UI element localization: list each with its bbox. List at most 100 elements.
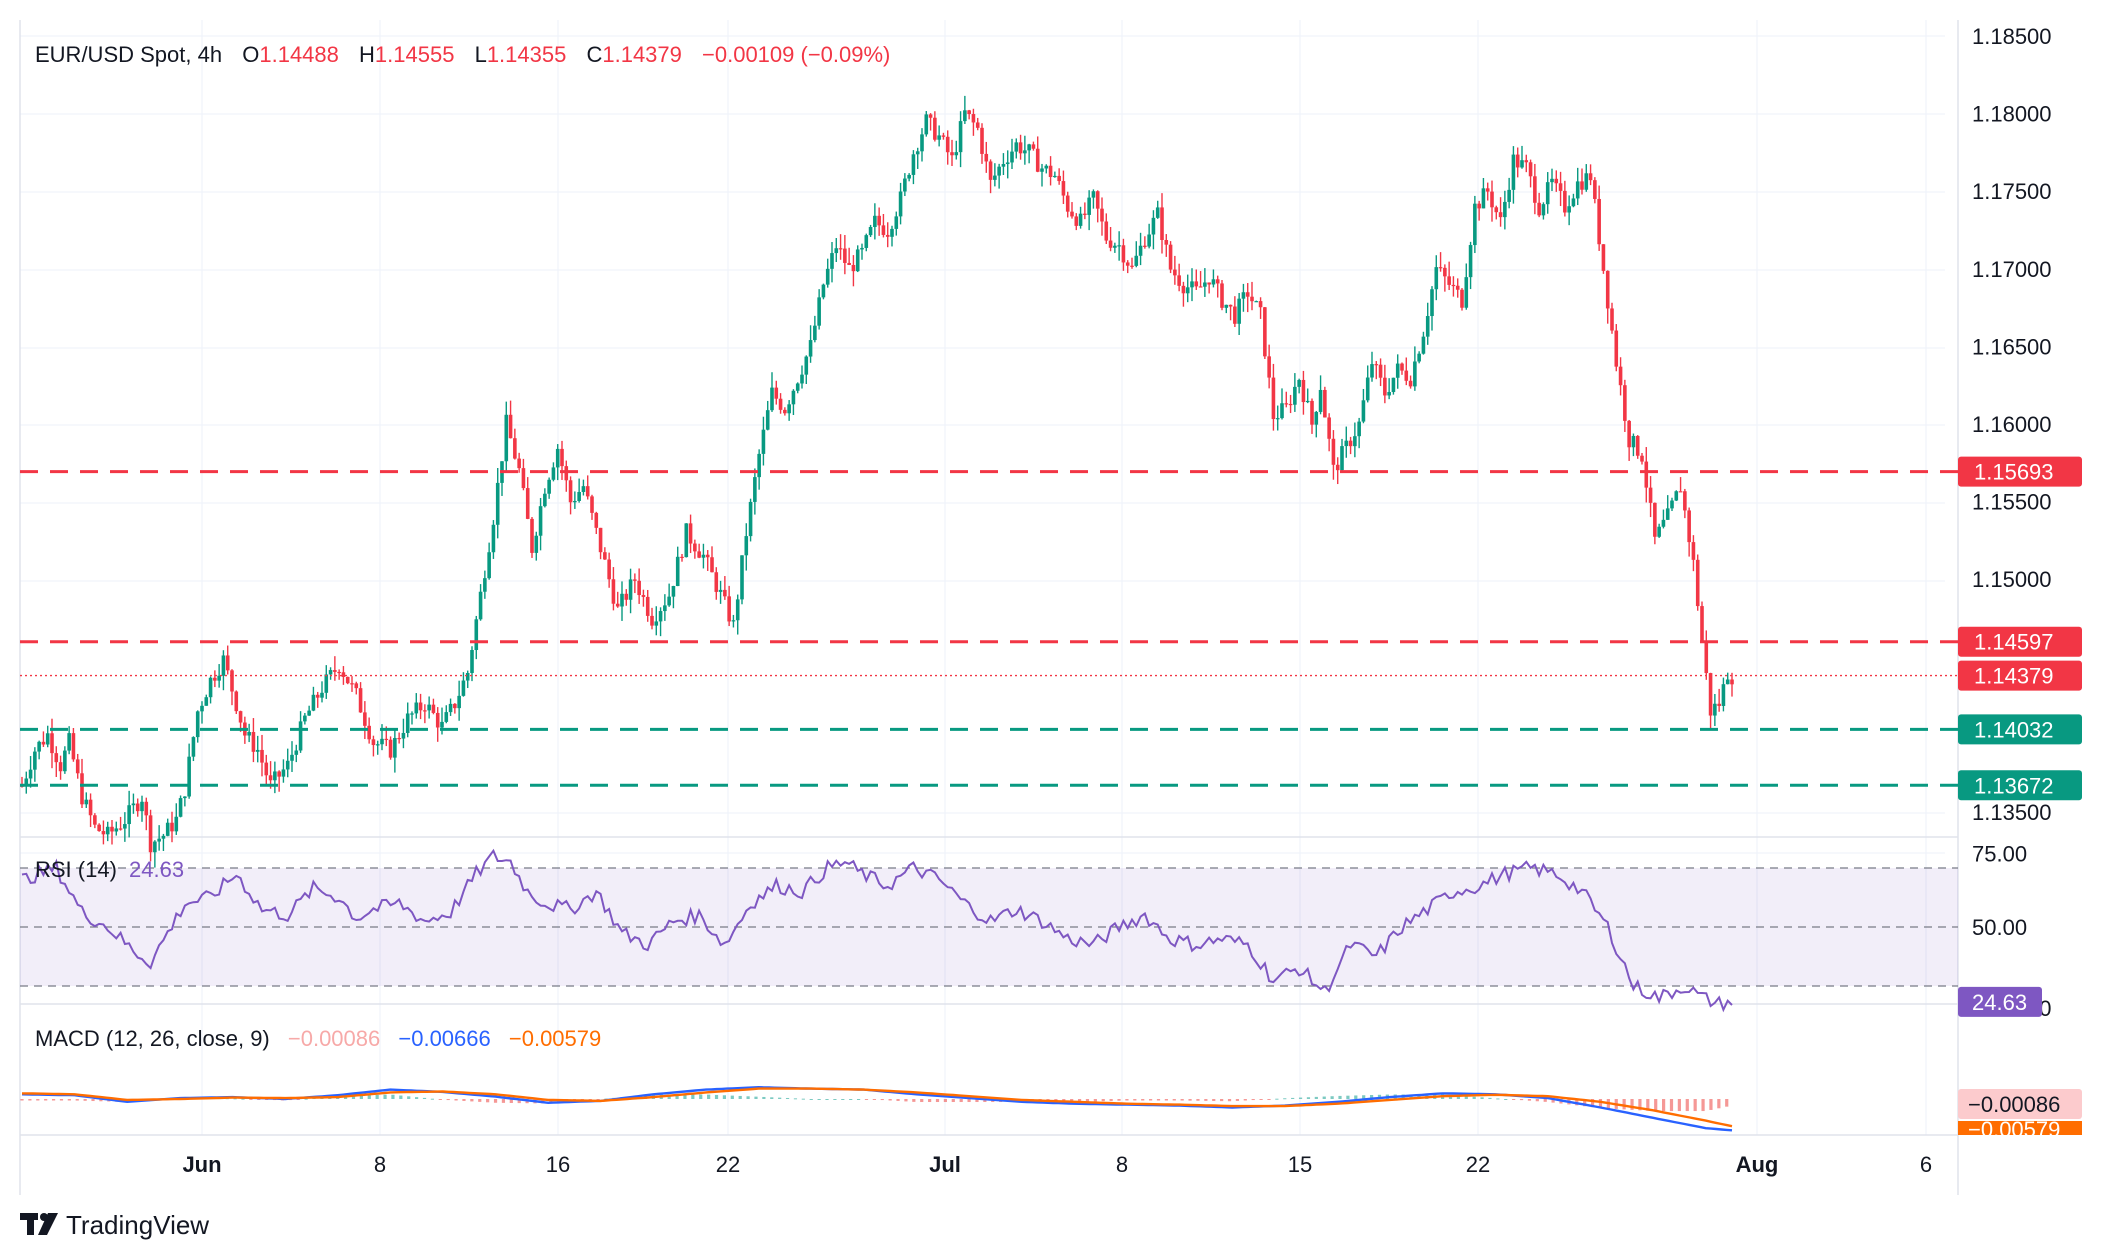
candle-body <box>787 404 791 414</box>
macd-hist-value: −0.00086 <box>288 1026 380 1051</box>
candle-body <box>1310 400 1314 425</box>
macd-histogram-bar <box>864 1099 869 1100</box>
candle-body <box>401 732 406 739</box>
candle-body <box>1027 144 1031 151</box>
macd-histogram-bar <box>841 1099 845 1100</box>
macd-histogram-bar <box>91 1099 95 1102</box>
candle-body <box>830 253 834 269</box>
candle-body <box>543 493 547 507</box>
macd-histogram-bar <box>1172 1099 1176 1101</box>
candle-body <box>967 110 971 115</box>
candle-body <box>740 555 744 600</box>
gridlines <box>20 20 1945 1135</box>
macd-histogram-bar <box>1717 1099 1721 1109</box>
candle-body <box>757 453 761 478</box>
macd-histogram-bar <box>296 1099 300 1100</box>
macd-histogram-bar <box>462 1099 466 1101</box>
macd-histogram-bar <box>746 1096 750 1099</box>
macd-histogram-bar <box>1330 1096 1334 1099</box>
candle-body <box>71 733 76 760</box>
candle-body <box>1464 277 1469 308</box>
candle-body <box>380 738 384 745</box>
candle-body <box>1211 279 1216 285</box>
candle-body <box>37 741 41 752</box>
candle-body <box>1207 282 1211 285</box>
candle-body <box>1010 151 1014 163</box>
candle-body <box>1087 197 1091 215</box>
macd-histogram-bar <box>1590 1099 1595 1108</box>
macd-hist-tag <box>1958 1089 2082 1119</box>
candle-body <box>1108 240 1113 248</box>
candle-body <box>170 822 174 832</box>
macd-histogram-bar <box>454 1099 458 1101</box>
candle-body <box>551 467 556 480</box>
candle-body <box>1053 175 1057 178</box>
close-value: 1.14379 <box>602 42 682 67</box>
candle-body <box>363 712 367 726</box>
candle-body <box>1730 679 1734 685</box>
candle-body <box>1653 502 1657 537</box>
price-tick-label: 1.17500 <box>1972 179 2052 204</box>
macd-histogram-bar <box>1204 1099 1208 1101</box>
candle-body <box>894 216 899 229</box>
candle-body <box>28 769 33 779</box>
price-axis[interactable]: 1.18500 1.18000 1.17500 1.17000 1.16500 1.160… <box>1972 24 2052 825</box>
candle-body <box>1400 363 1404 371</box>
candle-body <box>1605 270 1610 309</box>
candle-body <box>285 760 290 770</box>
macd-signal-tag <box>1958 1121 2082 1135</box>
macd-histogram-bar <box>849 1099 853 1100</box>
macd-histogram-bar <box>793 1098 798 1100</box>
candle-body <box>1558 183 1563 191</box>
macd-histogram-bar <box>707 1094 711 1099</box>
candle-body <box>680 556 684 559</box>
candle-body <box>1498 212 1503 218</box>
macd-histogram-bar <box>801 1098 805 1100</box>
candle-body <box>1528 162 1533 177</box>
time-tick-label: 15 <box>1288 1152 1312 1177</box>
candle-body <box>1344 440 1349 447</box>
macd-histogram-bar <box>1583 1099 1587 1107</box>
macd-histogram-bar <box>257 1099 261 1100</box>
time-axis[interactable]: Jun 8 16 22 Jul 8 15 22 Aug 6 <box>182 1152 1932 1177</box>
macd-histogram-bar <box>241 1098 245 1100</box>
macd-histogram-bar <box>470 1099 474 1102</box>
candle-body <box>118 828 123 830</box>
candle-body <box>247 732 251 736</box>
candle-body <box>1515 154 1520 168</box>
candle-body <box>573 500 577 503</box>
horizontal-levels <box>20 470 1958 787</box>
macd-histogram-bar <box>975 1099 979 1103</box>
macd-histogram-bar <box>683 1094 687 1099</box>
candle-body <box>1635 435 1640 456</box>
candle-body <box>1348 440 1353 447</box>
rsi-title: RSI (14) <box>35 857 117 882</box>
candle-body <box>598 527 603 553</box>
candle-body <box>453 703 457 709</box>
candle-body <box>1468 245 1473 278</box>
macd-histogram-bar <box>1314 1096 1318 1099</box>
time-tick-label: 22 <box>716 1152 740 1177</box>
candle-body <box>1143 245 1147 247</box>
candle-body <box>667 596 671 606</box>
candle-body <box>1554 178 1559 184</box>
candle-body <box>890 228 894 237</box>
candle-body <box>123 824 127 829</box>
candle-body <box>414 702 419 714</box>
macd-histogram-bar <box>1196 1099 1200 1101</box>
tradingview-logo[interactable]: TradingView <box>20 1210 209 1240</box>
candle-body <box>804 356 809 375</box>
price-tick-label: 1.15000 <box>1972 567 2052 592</box>
time-tick-label: Jun <box>182 1152 221 1177</box>
candle-body <box>697 551 701 558</box>
candle-body <box>358 688 363 713</box>
macd-histogram-bar <box>44 1099 48 1101</box>
candle-body <box>937 135 941 140</box>
macd-histogram-bar <box>856 1099 861 1100</box>
candle-body <box>1704 641 1709 674</box>
candle-body <box>534 535 539 553</box>
candle-body <box>765 410 770 430</box>
candle-body <box>873 215 877 228</box>
candle-body <box>50 733 54 754</box>
